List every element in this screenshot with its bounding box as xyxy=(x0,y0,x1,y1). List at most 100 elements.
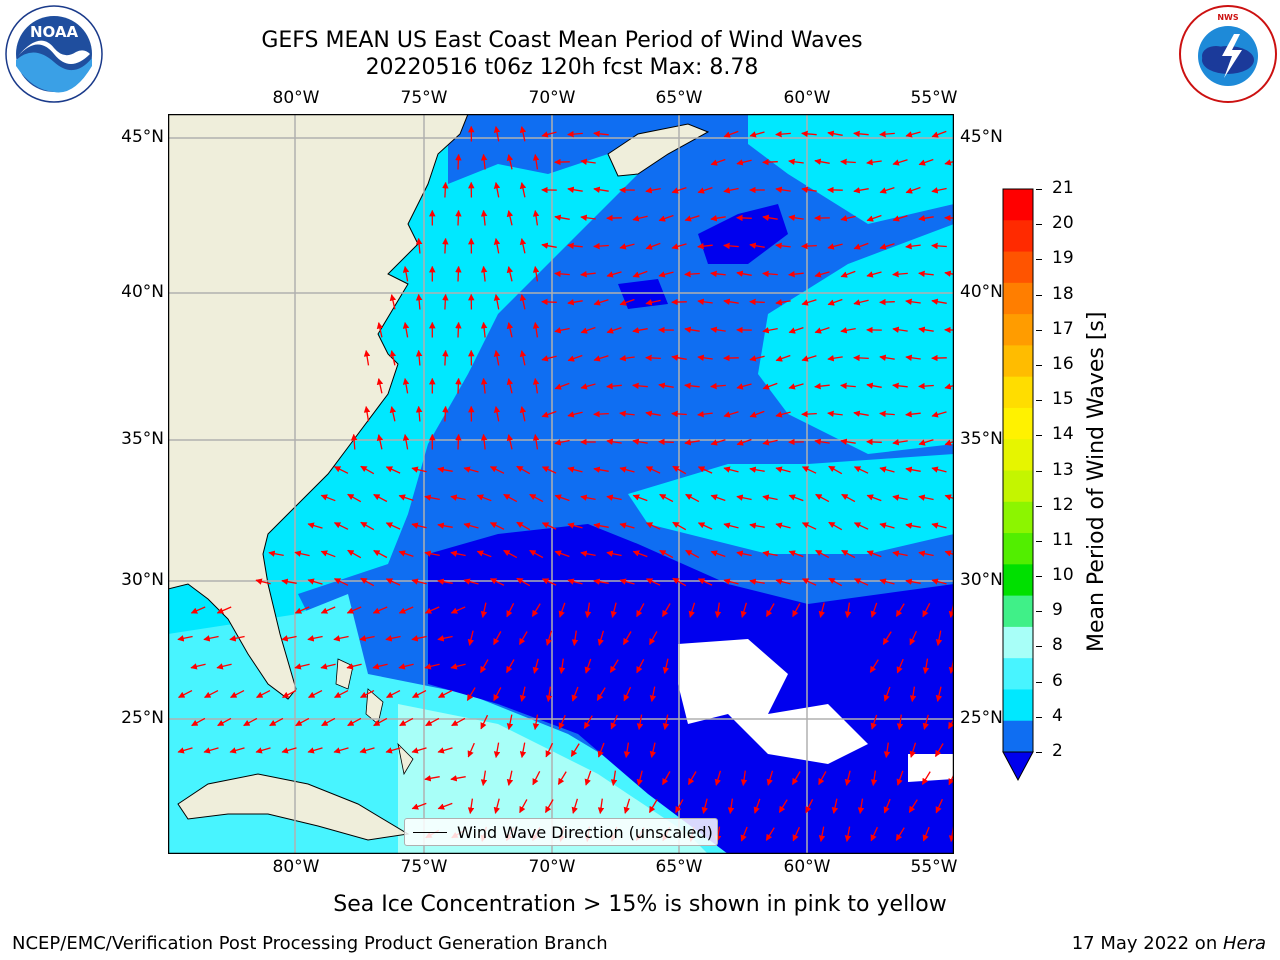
wave-direction-arrow xyxy=(853,242,869,250)
wave-direction-arrow xyxy=(908,799,918,813)
wave-direction-arrow xyxy=(710,326,726,333)
wave-direction-arrow xyxy=(879,298,895,306)
wave-direction-arrow xyxy=(597,798,605,815)
footer-host: Hera xyxy=(1222,933,1266,954)
wave-direction-arrow xyxy=(442,349,449,366)
wave-direction-arrow xyxy=(541,131,557,138)
colorbar-tick-label: 14 xyxy=(1052,424,1074,445)
wave-direction-arrow xyxy=(363,405,371,422)
wave-direction-arrow xyxy=(788,550,804,558)
wave-direction-arrow xyxy=(801,466,817,474)
wave-direction-arrow xyxy=(723,130,739,138)
colorbar-tick-label: 12 xyxy=(1052,494,1074,515)
wave-direction-arrow xyxy=(658,382,674,389)
wave-direction-arrow xyxy=(623,798,631,814)
wave-direction-arrow xyxy=(398,494,414,502)
wave-direction-arrow xyxy=(347,549,362,559)
wave-direction-arrow xyxy=(580,550,596,557)
wave-direction-arrow xyxy=(480,659,489,674)
wave-direction-arrow xyxy=(360,690,375,698)
colorbar-segment xyxy=(1003,282,1033,315)
wave-direction-arrow xyxy=(606,271,622,278)
wave-direction-arrow xyxy=(831,798,839,814)
wave-direction-arrow xyxy=(697,410,713,418)
colorbar-tick-label: 4 xyxy=(1052,705,1063,726)
colorbar-tick-label: 13 xyxy=(1052,459,1074,480)
wave-direction-arrow xyxy=(775,411,791,418)
wave-direction-arrow xyxy=(697,354,713,362)
wave-direction-arrow xyxy=(544,799,554,814)
wave-direction-arrow xyxy=(580,326,596,334)
wave-direction-arrow xyxy=(892,159,908,166)
lat-tick-right: 30°N xyxy=(960,570,1003,590)
wave-direction-arrow xyxy=(593,355,609,362)
wave-direction-arrow xyxy=(350,433,358,450)
wave-direction-arrow xyxy=(636,603,645,618)
wave-direction-arrow xyxy=(866,382,882,389)
wave-direction-arrow xyxy=(376,322,384,338)
footer-date: 17 May 2022 on Hera xyxy=(1072,933,1266,954)
wave-direction-arrow xyxy=(307,578,323,585)
wave-direction-arrow xyxy=(333,578,349,586)
wave-direction-arrow xyxy=(385,578,401,586)
wave-direction-arrow xyxy=(531,603,541,617)
wave-direction-arrow xyxy=(545,742,554,758)
wave-direction-arrow xyxy=(710,550,726,558)
southern-8-9s-band xyxy=(398,704,708,854)
wave-direction-arrow xyxy=(532,265,540,282)
wave-direction-arrow xyxy=(710,158,726,166)
wave-direction-arrow xyxy=(389,294,397,310)
wave-direction-arrow xyxy=(519,182,527,198)
wave-direction-arrow xyxy=(376,434,384,450)
wave-direction-arrow xyxy=(541,355,557,362)
wave-direction-arrow xyxy=(609,659,619,673)
colorbar-tick xyxy=(1036,259,1042,261)
wave-direction-arrow xyxy=(177,747,193,754)
wave-direction-arrow xyxy=(918,326,934,333)
wave-direction-arrow xyxy=(438,690,453,698)
wave-direction-arrow xyxy=(922,603,931,618)
wave-direction-arrow xyxy=(442,293,449,310)
wave-direction-arrow xyxy=(697,466,713,474)
wave-direction-arrow xyxy=(455,209,462,226)
wave-direction-arrow xyxy=(866,550,882,558)
wave-direction-arrow xyxy=(606,550,622,557)
wave-direction-arrow xyxy=(398,550,414,558)
wave-direction-arrow xyxy=(415,349,423,366)
wave-direction-arrow xyxy=(879,410,895,418)
wave-direction-arrow xyxy=(714,602,722,619)
wave-direction-arrow xyxy=(541,242,557,249)
wave-direction-arrow xyxy=(402,433,410,450)
wave-direction-arrow xyxy=(645,522,661,530)
wave-direction-arrow xyxy=(710,439,726,446)
wave-direction-arrow xyxy=(762,382,778,390)
wave-direction-arrow xyxy=(493,405,501,422)
wave-direction-arrow xyxy=(818,602,826,618)
wave-direction-arrow xyxy=(840,382,856,390)
wave-direction-arrow xyxy=(281,747,297,754)
colorbar-tick-label: 8 xyxy=(1052,635,1063,656)
wave-direction-arrow xyxy=(541,410,557,418)
wave-direction-arrow xyxy=(892,494,908,501)
wave-direction-arrow xyxy=(818,771,827,786)
wave-direction-arrow xyxy=(580,214,596,222)
wave-direction-arrow xyxy=(281,635,297,642)
colorbar-tick-label: 18 xyxy=(1052,283,1074,304)
wave-direction-arrow xyxy=(554,439,570,446)
wave-direction-arrow xyxy=(455,377,462,394)
wave-direction-arrow xyxy=(347,717,362,727)
wave-direction-arrow xyxy=(723,466,739,473)
wave-direction-arrow xyxy=(684,382,700,390)
wave-direction-arrow xyxy=(294,550,310,557)
wave-direction-arrow xyxy=(493,237,501,254)
colorbar-tick-label: 19 xyxy=(1052,248,1074,269)
wave-direction-arrow xyxy=(740,826,748,842)
bahamas-island xyxy=(397,742,414,776)
wave-direction-arrow xyxy=(541,298,557,306)
lon-tick-top: 70°W xyxy=(528,88,576,108)
colorbar xyxy=(1002,188,1034,782)
wave-direction-arrow xyxy=(359,747,375,754)
wave-direction-arrow xyxy=(723,298,739,305)
wave-direction-arrow xyxy=(853,354,869,362)
wave-direction-arrow xyxy=(580,494,596,501)
